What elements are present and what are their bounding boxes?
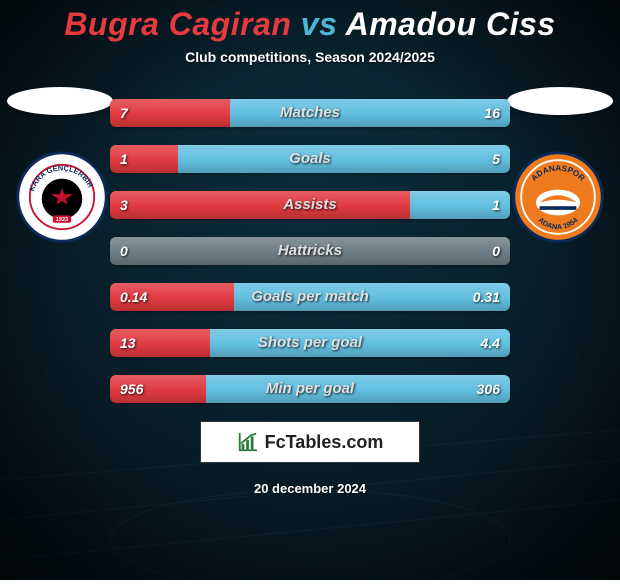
stat-label: Hattricks bbox=[110, 237, 510, 265]
stats-bars: 716Matches 15Goals 31Assists 00Hattricks 0.1… bbox=[110, 99, 510, 403]
stat-row: 0.140.31Goals per match bbox=[110, 283, 510, 311]
svg-text:1923: 1923 bbox=[56, 217, 68, 223]
player1-stand bbox=[7, 87, 113, 115]
branding-icon bbox=[237, 431, 259, 453]
date: 20 december 2024 bbox=[0, 481, 620, 496]
player2-stand bbox=[507, 87, 613, 115]
stat-row: 31Assists bbox=[110, 191, 510, 219]
branding-text: FcTables.com bbox=[265, 432, 384, 453]
stat-label: Goals bbox=[110, 145, 510, 173]
title-vs: vs bbox=[301, 6, 338, 42]
title-player1: Bugra Cagiran bbox=[64, 6, 291, 42]
stat-label: Min per goal bbox=[110, 375, 510, 403]
stat-label: Matches bbox=[110, 99, 510, 127]
stat-label: Assists bbox=[110, 191, 510, 219]
stat-row: 716Matches bbox=[110, 99, 510, 127]
stat-label: Shots per goal bbox=[110, 329, 510, 357]
stat-row: 956306Min per goal bbox=[110, 375, 510, 403]
club-badge-right: ADANASPOR ADANA 1954 bbox=[512, 151, 604, 243]
stat-label: Goals per match bbox=[110, 283, 510, 311]
comparison-arena: ANKARA GENÇLERBİRLİĞİ 1923 ADANASPOR ADA… bbox=[0, 99, 620, 403]
branding: FcTables.com bbox=[200, 421, 420, 463]
page-title: Bugra Cagiran vs Amadou Ciss bbox=[0, 6, 620, 43]
stat-row: 15Goals bbox=[110, 145, 510, 173]
stat-row: 00Hattricks bbox=[110, 237, 510, 265]
club-badge-left: ANKARA GENÇLERBİRLİĞİ 1923 bbox=[16, 151, 108, 243]
stat-row: 134.4Shots per goal bbox=[110, 329, 510, 357]
subtitle: Club competitions, Season 2024/2025 bbox=[0, 49, 620, 65]
title-player2: Amadou Ciss bbox=[346, 6, 556, 42]
